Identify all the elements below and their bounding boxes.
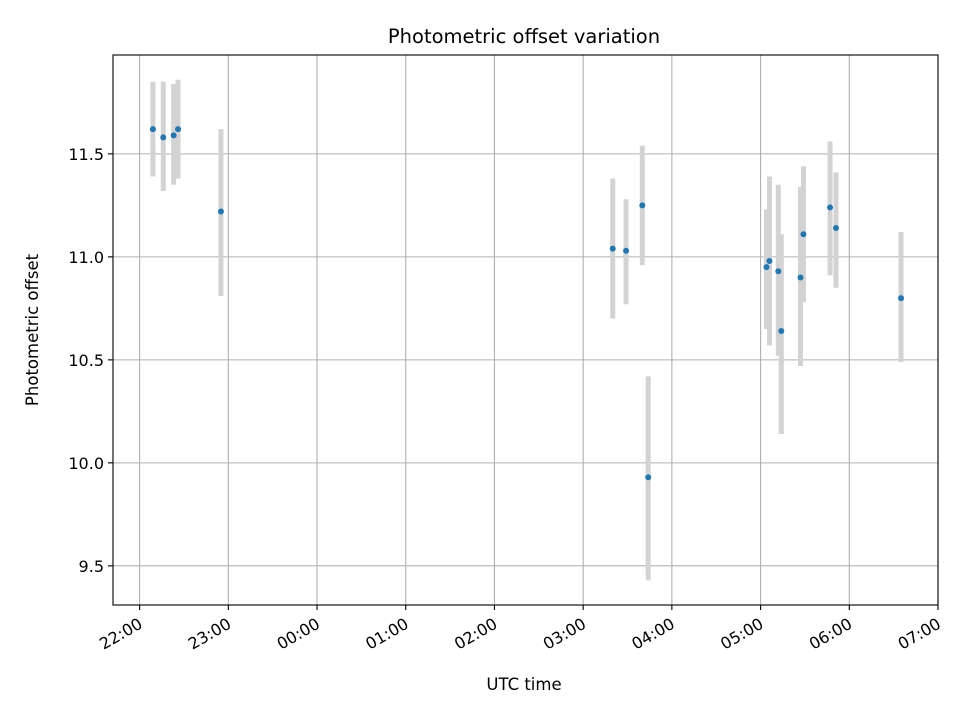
x-tick-label: 22:00 bbox=[96, 614, 145, 654]
x-tick-label: 02:00 bbox=[451, 614, 500, 654]
x-tick-label: 23:00 bbox=[185, 614, 234, 654]
x-tick-label: 01:00 bbox=[362, 614, 411, 654]
error-bars bbox=[150, 79, 904, 581]
y-axis-ticks: 9.5 10.0 10.5 11.0 11.5 bbox=[68, 145, 113, 576]
x-tick-label: 04:00 bbox=[628, 614, 677, 654]
data-point bbox=[217, 208, 224, 215]
x-tick-label: 03:00 bbox=[540, 614, 589, 654]
data-point bbox=[778, 328, 785, 335]
data-point bbox=[832, 225, 839, 232]
data-point bbox=[170, 132, 177, 139]
data-point bbox=[827, 204, 834, 211]
y-axis-label: Photometric offset bbox=[23, 253, 42, 406]
data-point bbox=[609, 245, 616, 252]
data-point bbox=[800, 231, 807, 238]
y-tick-label: 11.0 bbox=[68, 248, 104, 267]
plot-frame bbox=[112, 54, 939, 606]
grid-lines bbox=[113, 55, 939, 605]
data-point bbox=[149, 126, 156, 133]
x-tick-label: 06:00 bbox=[806, 614, 855, 654]
y-tick-label: 9.5 bbox=[79, 557, 104, 576]
data-point bbox=[175, 126, 182, 133]
data-point bbox=[160, 134, 167, 141]
x-axis-ticks: 22:00 23:00 00:00 01:00 02:00 03:00 04:00 05:00… bbox=[96, 605, 944, 654]
data-point bbox=[623, 247, 630, 254]
data-point bbox=[797, 274, 804, 281]
data-point bbox=[763, 264, 770, 271]
x-tick-label: 05:00 bbox=[717, 614, 766, 654]
x-axis-label: UTC time bbox=[486, 675, 561, 694]
data-point bbox=[639, 202, 646, 209]
data-point bbox=[775, 268, 782, 275]
data-point bbox=[898, 295, 905, 302]
y-tick-label: 10.5 bbox=[68, 351, 104, 370]
x-tick-label: 07:00 bbox=[895, 614, 944, 654]
y-tick-label: 11.5 bbox=[68, 145, 104, 164]
y-tick-label: 10.0 bbox=[68, 454, 104, 473]
data-point bbox=[645, 474, 652, 481]
x-tick-label: 00:00 bbox=[274, 614, 323, 654]
data-points bbox=[149, 126, 905, 481]
chart-title: Photometric offset variation bbox=[388, 25, 660, 48]
data-point bbox=[766, 257, 773, 264]
